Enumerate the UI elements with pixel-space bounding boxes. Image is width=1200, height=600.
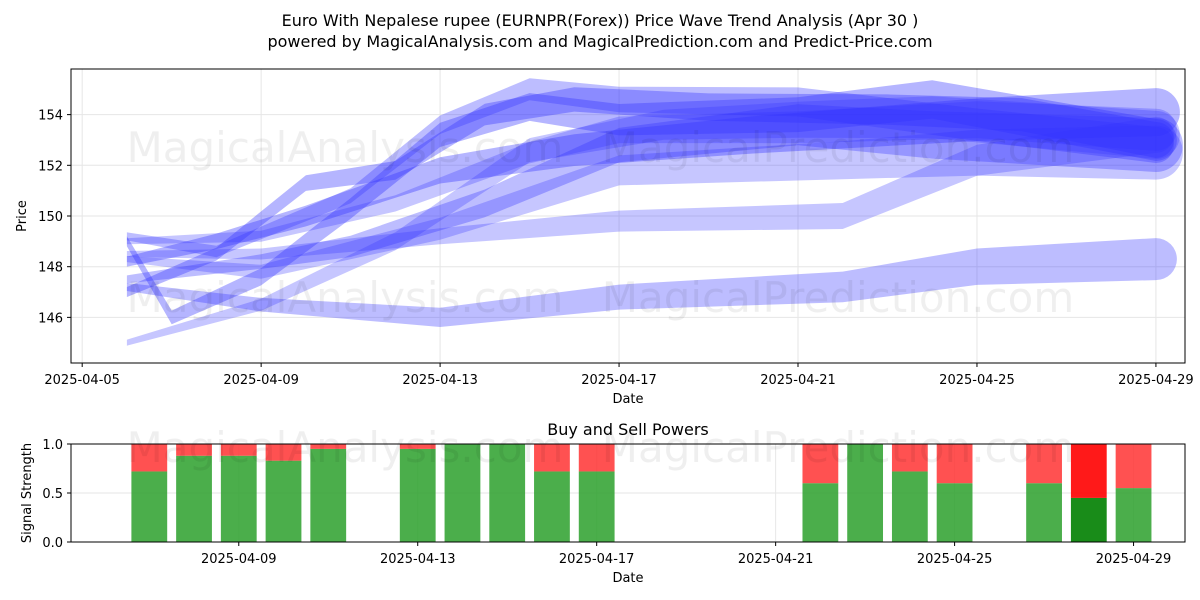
sell-power-bar (399, 444, 436, 449)
price-chart: MagicalAnalysis.com MagicalPrediction.co… (15, 68, 1194, 407)
buy-power-bar (802, 483, 839, 542)
price-x-tick-label: 2025-04-29 (1118, 373, 1194, 388)
signal-x-tick-label: 2025-04-17 (559, 552, 635, 567)
watermark-analysis: MagicalAnalysis.com (127, 123, 564, 172)
price-x-tick-label: 2025-04-21 (760, 373, 836, 388)
buy-power-bar (220, 455, 257, 542)
buy-power-bar (847, 444, 884, 542)
signal-chart: Buy and Sell Powers MagicalAnalysis.com … (20, 420, 1186, 586)
buy-power-bar (891, 471, 928, 542)
price-y-ticks: 146 148 150 152 154 (38, 109, 71, 326)
signal-bars (131, 444, 1152, 542)
price-y-tick-label: 154 (38, 109, 63, 124)
watermark-prediction: MagicalPrediction.com (602, 123, 1075, 172)
sell-power-bar (891, 444, 928, 472)
price-y-tick-label: 148 (38, 261, 63, 276)
sell-power-bar (220, 444, 257, 456)
buy-power-bar (444, 444, 481, 542)
sell-power-bar (1026, 444, 1062, 484)
price-y-tick-label: 152 (38, 159, 63, 174)
price-y-tick-label: 146 (38, 311, 63, 326)
price-wave-series (126, 88, 1180, 267)
sell-power-bar (936, 444, 973, 484)
price-x-tick-label: 2025-04-13 (402, 373, 478, 388)
signal-x-tick-label: 2025-04-25 (917, 552, 993, 567)
buy-power-bar (131, 471, 168, 542)
chart-title-line1: Euro With Nepalese rupee (EURNPR(Forex))… (282, 11, 919, 30)
sell-power-bar (265, 444, 302, 461)
price-x-tick-label: 2025-04-05 (44, 373, 120, 388)
price-y-tick-label: 150 (38, 210, 63, 225)
signal-y-tick-label: 0.5 (42, 487, 63, 502)
price-grid (71, 69, 1185, 363)
signal-y-tick-label: 1.0 (42, 438, 63, 453)
sell-power-bar (578, 444, 615, 472)
price-wave-series (126, 116, 1174, 260)
watermark-prediction: MagicalPrediction.com (602, 273, 1075, 322)
price-x-tick-label: 2025-04-17 (581, 373, 657, 388)
sell-power-bar (534, 444, 570, 472)
sell-power-bar (802, 444, 839, 484)
signal-y-ticks: 0.0 0.5 1.0 (42, 438, 71, 551)
price-waves (126, 78, 1183, 346)
buy-power-bar (578, 471, 615, 542)
buy-power-bar (936, 483, 973, 542)
watermark-analysis: MagicalAnalysis.com (127, 423, 564, 472)
buy-power-bar (1070, 497, 1107, 542)
watermark-analysis: MagicalAnalysis.com (127, 273, 564, 322)
buy-power-bar (534, 471, 570, 542)
buy-power-bar (399, 448, 436, 542)
buy-power-bar (1115, 488, 1152, 542)
signal-watermarks: MagicalAnalysis.com MagicalPrediction.co… (127, 423, 1075, 472)
signal-x-tick-label: 2025-04-13 (380, 552, 456, 567)
signal-x-ticks: 2025-04-09 2025-04-13 2025-04-17 2025-04-21… (201, 542, 1171, 567)
sell-power-bar (131, 444, 168, 472)
buy-power-bar (265, 460, 302, 542)
buy-power-bar (310, 448, 347, 542)
price-x-axis-label: Date (612, 392, 643, 407)
signal-x-axis-label: Date (612, 571, 643, 586)
signal-x-tick-label: 2025-04-21 (738, 552, 814, 567)
price-wave-series (126, 80, 1177, 325)
price-x-tick-label: 2025-04-09 (223, 373, 299, 388)
sell-power-bar (310, 444, 347, 449)
watermark-prediction: MagicalPrediction.com (602, 423, 1075, 472)
buy-power-bar (1026, 483, 1062, 542)
price-wave-series (126, 104, 1183, 284)
price-x-ticks: 2025-04-05 2025-04-09 2025-04-13 2025-04-17… (44, 363, 1194, 388)
signal-y-tick-label: 0.0 (42, 536, 63, 551)
signal-y-axis-label: Signal Strength (20, 443, 35, 543)
price-wave-series (126, 78, 1174, 258)
sell-power-bar (176, 444, 212, 456)
sell-power-bar (1115, 444, 1152, 489)
buy-power-bar (489, 444, 526, 542)
signal-x-tick-label: 2025-04-09 (201, 552, 277, 567)
signal-chart-title: Buy and Sell Powers (547, 420, 709, 439)
price-y-axis-label: Price (15, 200, 30, 232)
price-wave-series (126, 101, 1177, 245)
price-x-tick-label: 2025-04-25 (939, 373, 1015, 388)
chart-title-line2: powered by MagicalAnalysis.com and Magic… (267, 32, 932, 51)
price-wave-series (126, 96, 1180, 346)
sell-power-bar (1070, 444, 1107, 498)
price-wave-series (126, 238, 1177, 327)
price-wave-series (126, 87, 1174, 297)
price-wave-series (126, 125, 1183, 279)
signal-x-tick-label: 2025-04-29 (1096, 552, 1172, 567)
price-watermarks: MagicalAnalysis.com MagicalPrediction.co… (127, 123, 1075, 322)
buy-power-bar (176, 455, 212, 542)
